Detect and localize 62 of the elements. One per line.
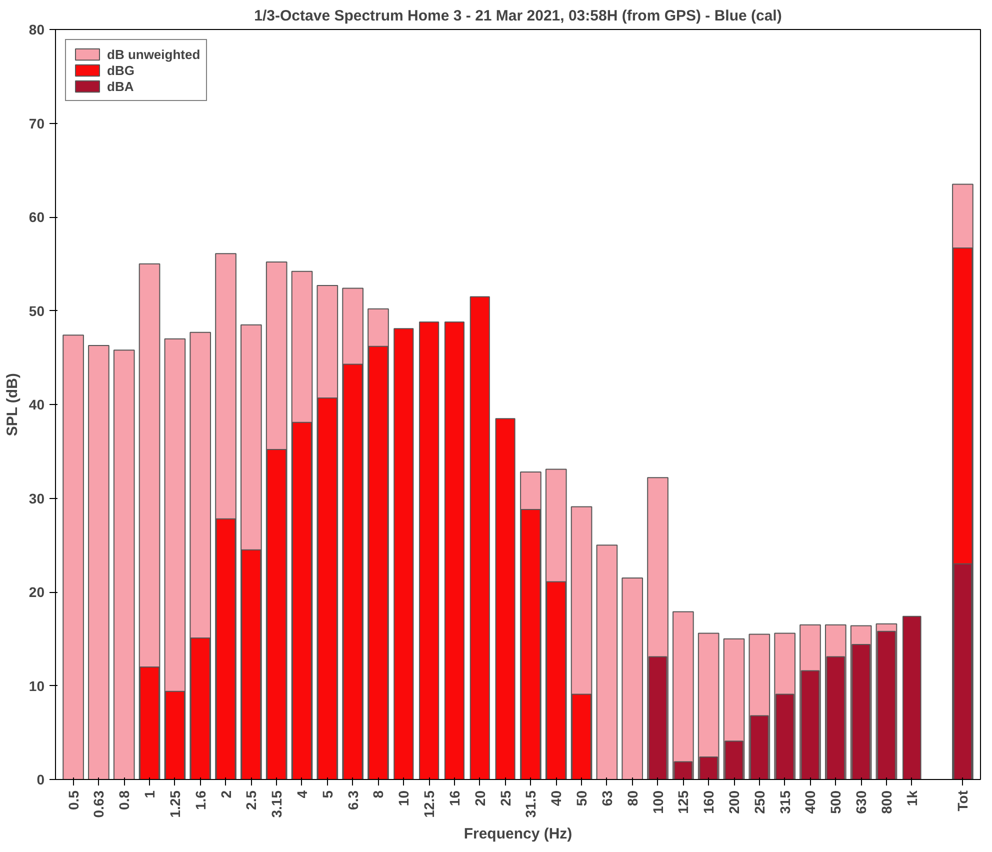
- x-tick-label: 12.5: [421, 790, 438, 818]
- x-tick-label: 3.15: [268, 790, 285, 818]
- x-tick-label: 800: [878, 790, 894, 814]
- bar: [470, 296, 490, 780]
- bar: [672, 611, 694, 780]
- x-tick-label: 160: [700, 790, 717, 814]
- x-tick-label: 0.5: [65, 790, 82, 810]
- legend-label: dB unweighted: [107, 46, 200, 62]
- y-tick-label: 10: [28, 678, 45, 694]
- bar: [88, 344, 110, 780]
- x-tick-label: 1.6: [192, 790, 208, 810]
- x-tick-label: 8: [370, 790, 386, 798]
- legend-label: dBG: [107, 62, 134, 78]
- x-tick-label: Tot: [954, 790, 971, 812]
- x-tick-label: 0.63: [90, 790, 107, 818]
- x-tick-label: 16: [446, 790, 462, 806]
- bar: [113, 350, 135, 780]
- chart-title: 1/3-Octave Spectrum Home 3 - 21 Mar 2021, 03:58H (from GPS) - Blue (cal): [254, 8, 782, 24]
- x-tick-label: 40: [548, 790, 564, 806]
- y-axis-title: SPL (dB): [4, 373, 21, 436]
- x-tick-label: 0.8: [116, 790, 132, 810]
- x-tick-label: 2.5: [243, 790, 260, 810]
- x-tick-label: 31.5: [522, 790, 539, 818]
- x-tick-label: 630: [853, 790, 870, 814]
- bar: [419, 322, 440, 780]
- y-tick-label: 60: [28, 209, 45, 225]
- bar: [444, 322, 464, 780]
- x-axis-title: Frequency (Hz): [464, 826, 572, 843]
- y-tick-label: 70: [28, 115, 45, 132]
- x-tick-label: 4: [294, 790, 310, 798]
- x-tick-label: 250: [751, 790, 768, 814]
- x-tick-label: 1k: [904, 790, 920, 806]
- x-tick-label: 1: [142, 790, 158, 798]
- x-tick-label: 315: [776, 790, 793, 814]
- x-tick-label: 500: [828, 790, 844, 814]
- x-tick-label: 80: [624, 790, 640, 806]
- x-tick-label: 100: [650, 790, 666, 814]
- x-tick-label: 200: [726, 790, 742, 814]
- y-tick-label: 0: [36, 772, 45, 788]
- x-tick-label: 5: [319, 790, 336, 798]
- y-tick-label: 50: [28, 302, 45, 319]
- bar: [902, 616, 922, 780]
- x-tick-label: 2: [218, 790, 234, 798]
- bar: [495, 418, 516, 780]
- x-tick-label: 50: [574, 790, 590, 806]
- y-tick-label: 20: [28, 584, 45, 600]
- y-tick-label: 30: [28, 490, 45, 506]
- x-tick-label: 400: [802, 790, 818, 814]
- legend-label: dBA: [107, 78, 134, 94]
- x-tick-label: 20: [472, 790, 488, 806]
- x-tick-label: 125: [675, 790, 692, 814]
- y-tick-label: 40: [28, 396, 45, 412]
- bar: [622, 577, 644, 780]
- x-tick-label: 10: [396, 790, 412, 806]
- y-tick-label: 80: [28, 22, 45, 38]
- x-tick-label: 63: [598, 790, 615, 806]
- x-tick-label: 1.25: [166, 790, 183, 818]
- bar: [596, 544, 618, 780]
- x-tick-label: 25: [497, 790, 514, 806]
- bar: [62, 334, 84, 780]
- x-tick-label: 6.3: [344, 790, 361, 810]
- bar: [394, 328, 414, 780]
